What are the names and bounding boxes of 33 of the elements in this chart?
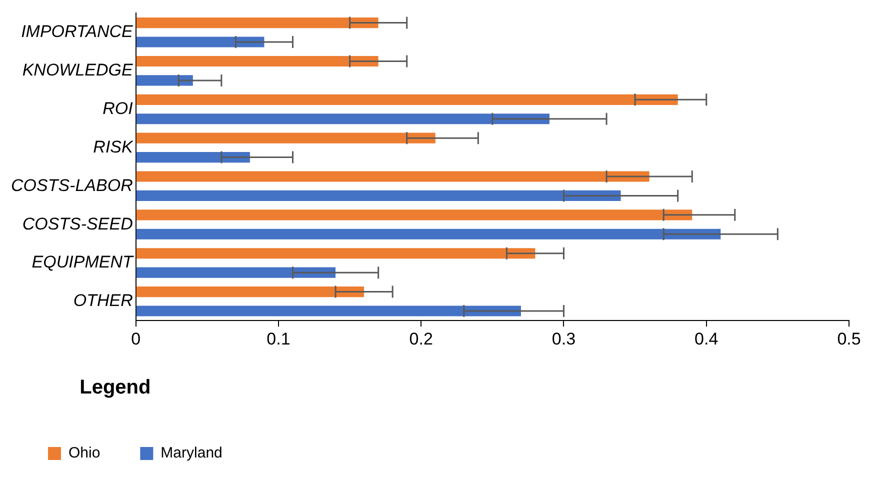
x-tick-label: 0.2 [409, 329, 433, 348]
x-tick-label: 0.4 [694, 329, 718, 348]
bar [136, 94, 678, 105]
bar [136, 190, 621, 201]
bar [136, 306, 521, 316]
x-tick-label: 0.3 [552, 329, 576, 348]
y-tick-label: OTHER [73, 291, 133, 310]
y-tick-label: KNOWLEDGE [22, 60, 134, 80]
legend-label: Maryland [160, 444, 222, 462]
bar [136, 132, 436, 144]
y-tick-label: EQUIPMENT [32, 252, 134, 272]
y-tick-label: RISK [93, 137, 134, 156]
y-tick-label: ROI [102, 98, 134, 118]
x-tick-label: 0.5 [837, 329, 861, 348]
bar [136, 36, 264, 48]
legend-title: Legend [80, 376, 151, 399]
bar [136, 286, 364, 298]
legend-label: Ohio [68, 444, 100, 462]
x-tick-label: 0.1 [266, 329, 290, 348]
bar [136, 267, 336, 278]
bar [136, 171, 650, 182]
bar [136, 56, 378, 67]
x-tick-label: 0 [131, 329, 141, 348]
bar [136, 228, 721, 240]
y-tick-label: IMPORTANCE [21, 22, 134, 42]
y-tick-label: COSTS-LABOR [10, 176, 133, 195]
bar [136, 152, 250, 163]
bar [136, 248, 536, 259]
bar [136, 210, 692, 220]
bar [136, 114, 550, 124]
y-tick-label: COSTS-SEED [22, 214, 133, 234]
bar [136, 18, 378, 28]
bar [136, 75, 193, 86]
